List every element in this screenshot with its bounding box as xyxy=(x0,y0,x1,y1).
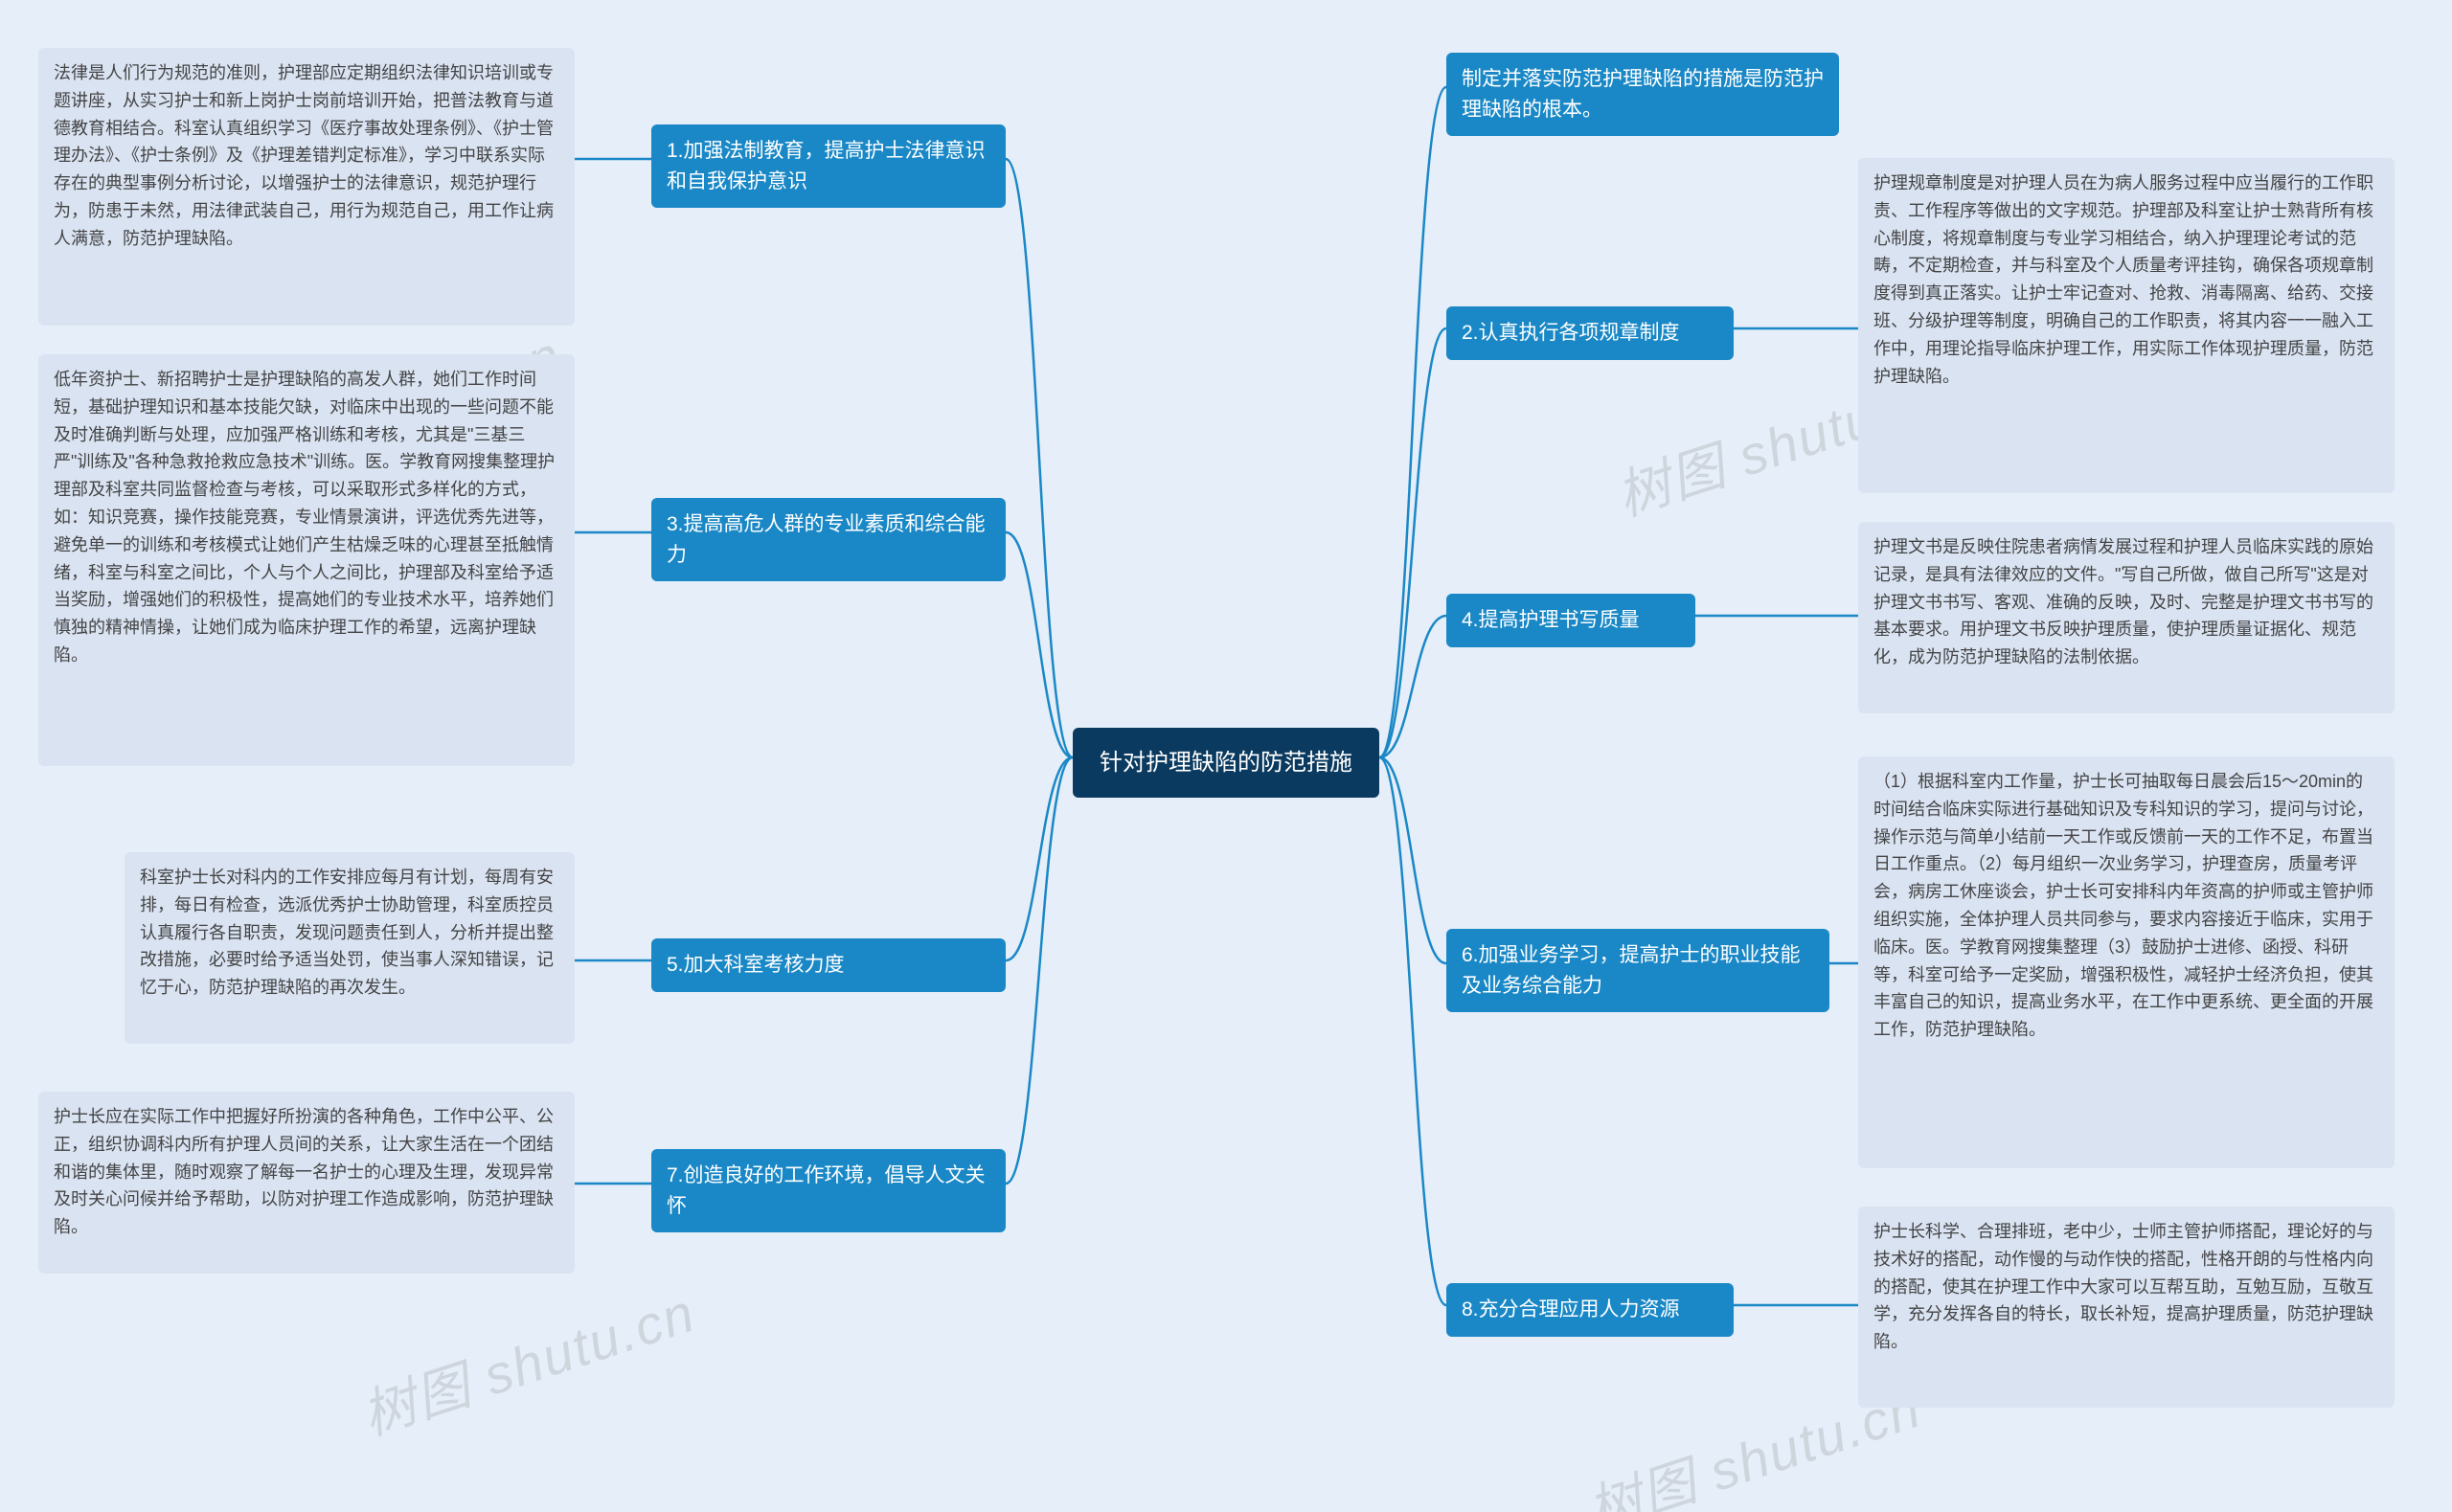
branch-b1-label: 1.加强法制教育，提高护士法律意识和自我保护意识 xyxy=(667,140,986,192)
leaf-b6: （1）根据科室内工作量，护士长可抽取每日晨会后15～20min的时间结合临床实际… xyxy=(1858,756,2395,1168)
leaf-b7: 护士长应在实际工作中把握好所扮演的各种角色，工作中公平、公正，组织协调科内所有护… xyxy=(38,1092,575,1274)
branch-b2: 2.认真执行各项规章制度 xyxy=(1446,306,1734,360)
center-node-label: 针对护理缺陷的防范措施 xyxy=(1100,750,1352,776)
branch-b2-label: 2.认真执行各项规章制度 xyxy=(1462,322,1680,344)
watermark: 树图 shutu.cn xyxy=(351,1270,704,1451)
leaf-b1-label: 法律是人们行为规范的准则，护理部应定期组织法律知识培训或专题讲座，从实习护士和新… xyxy=(54,63,554,248)
branch-b5: 5.加大科室考核力度 xyxy=(651,938,1006,992)
branch-b3-label: 3.提高高危人群的专业素质和综合能力 xyxy=(667,513,986,566)
leaf-b8-label: 护士长科学、合理排班，老中少，士师主管护师搭配，理论好的与技术好的搭配，动作慢的… xyxy=(1873,1222,2373,1351)
branch-b4: 4.提高护理书写质量 xyxy=(1446,594,1695,647)
branch-b1: 1.加强法制教育，提高护士法律意识和自我保护意识 xyxy=(651,124,1006,208)
branch-b8: 8.充分合理应用人力资源 xyxy=(1446,1283,1734,1337)
leaf-b3-label: 低年资护士、新招聘护士是护理缺陷的高发人群，她们工作时间短，基础护理知识和基本技… xyxy=(54,370,555,665)
leaf-b5: 科室护士长对科内的工作安排应每月有计划，每周有安排，每日有检查，选派优秀护士协助… xyxy=(125,852,575,1044)
branch-b3: 3.提高高危人群的专业素质和综合能力 xyxy=(651,498,1006,581)
leaf-b6-label: （1）根据科室内工作量，护士长可抽取每日晨会后15～20min的时间结合临床实际… xyxy=(1873,772,2373,1039)
branch-b6: 6.加强业务学习，提高护士的职业技能及业务综合能力 xyxy=(1446,929,1829,1012)
branch-b7: 7.创造良好的工作环境，倡导人文关怀 xyxy=(651,1149,1006,1232)
leaf-b5-label: 科室护士长对科内的工作安排应每月有计划，每周有安排，每日有检查，选派优秀护士协助… xyxy=(140,868,554,997)
branch-r0-label: 制定并落实防范护理缺陷的措施是防范护理缺陷的根本。 xyxy=(1462,68,1824,121)
leaf-b7-label: 护士长应在实际工作中把握好所扮演的各种角色，工作中公平、公正，组织协调科内所有护… xyxy=(54,1107,554,1236)
leaf-b8: 护士长科学、合理排班，老中少，士师主管护师搭配，理论好的与技术好的搭配，动作慢的… xyxy=(1858,1207,2395,1408)
branch-b8-label: 8.充分合理应用人力资源 xyxy=(1462,1298,1680,1320)
leaf-b2-label: 护理规章制度是对护理人员在为病人服务过程中应当履行的工作职责、工作程序等做出的文… xyxy=(1873,173,2373,386)
leaf-b4: 护理文书是反映住院患者病情发展过程和护理人员临床实践的原始记录，是具有法律效应的… xyxy=(1858,522,2395,713)
leaf-b3: 低年资护士、新招聘护士是护理缺陷的高发人群，她们工作时间短，基础护理知识和基本技… xyxy=(38,354,575,766)
leaf-b2: 护理规章制度是对护理人员在为病人服务过程中应当履行的工作职责、工作程序等做出的文… xyxy=(1858,158,2395,493)
leaf-b1: 法律是人们行为规范的准则，护理部应定期组织法律知识培训或专题讲座，从实习护士和新… xyxy=(38,48,575,326)
branch-b6-label: 6.加强业务学习，提高护士的职业技能及业务综合能力 xyxy=(1462,944,1801,997)
leaf-b4-label: 护理文书是反映住院患者病情发展过程和护理人员临床实践的原始记录，是具有法律效应的… xyxy=(1873,537,2373,666)
branch-b5-label: 5.加大科室考核力度 xyxy=(667,954,845,976)
branch-b7-label: 7.创造良好的工作环境，倡导人文关怀 xyxy=(667,1164,986,1217)
center-node: 针对护理缺陷的防范措施 xyxy=(1073,728,1379,798)
branch-b4-label: 4.提高护理书写质量 xyxy=(1462,609,1640,631)
branch-r0: 制定并落实防范护理缺陷的措施是防范护理缺陷的根本。 xyxy=(1446,53,1839,136)
